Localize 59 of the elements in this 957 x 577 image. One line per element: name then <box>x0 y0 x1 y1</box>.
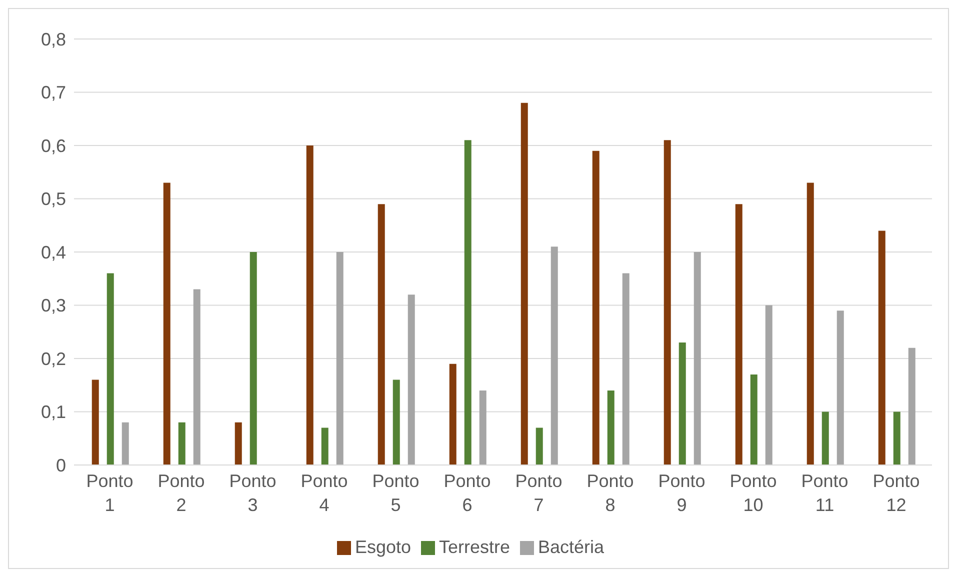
x-tick-label: Ponto 12 <box>872 471 920 515</box>
x-tick-label: Ponto 2 <box>158 471 205 515</box>
bar <box>836 310 844 465</box>
bar <box>408 294 415 465</box>
y-tick-label: 0,5 <box>40 189 66 210</box>
x-tick-label: Ponto 8 <box>586 471 634 515</box>
bar <box>592 150 600 465</box>
x-tick-label: Ponto 6 <box>444 471 491 515</box>
bar <box>765 305 772 465</box>
bar <box>694 252 701 465</box>
y-tick-label: 0,7 <box>40 82 66 103</box>
bar <box>449 364 456 465</box>
y-tick-label: 0,6 <box>40 136 66 156</box>
y-tick-label: 0,2 <box>40 348 66 369</box>
bar <box>92 380 99 465</box>
y-tick-label: 0,3 <box>40 296 66 316</box>
bar <box>122 422 129 465</box>
legend-label: Bactéria <box>538 537 604 557</box>
x-tick-label: Ponto 3 <box>229 471 276 515</box>
bar <box>178 422 186 465</box>
bar <box>735 204 742 465</box>
bar <box>520 102 528 465</box>
bar <box>306 146 314 465</box>
y-tick-label: 0,1 <box>40 402 66 422</box>
y-tick-label: 0,4 <box>40 242 66 262</box>
bar <box>378 204 385 465</box>
bar <box>622 273 630 465</box>
y-tick-label: 0 <box>56 455 66 476</box>
x-tick-label: Ponto 11 <box>801 471 848 515</box>
bar <box>806 182 814 465</box>
bar <box>163 182 170 465</box>
bar <box>664 140 671 465</box>
y-tick-label: 0,8 <box>40 29 66 50</box>
bar <box>479 390 486 465</box>
x-tick-label: Ponto 4 <box>300 471 348 515</box>
bar <box>234 422 242 465</box>
bar <box>193 289 200 465</box>
x-tick-label: Ponto 5 <box>372 471 420 515</box>
bar <box>536 428 543 465</box>
bar <box>822 412 829 465</box>
bar <box>250 252 257 465</box>
bar <box>464 140 472 465</box>
x-tick-label: Ponto 1 <box>86 471 134 515</box>
bar <box>607 390 614 465</box>
bar <box>908 348 916 465</box>
bar <box>392 380 400 465</box>
bar <box>336 252 344 465</box>
legend-label: Esgoto <box>354 537 411 557</box>
x-tick-label: Ponto 7 <box>515 471 562 515</box>
bar <box>550 246 558 465</box>
x-tick-label: Ponto 9 <box>658 471 706 515</box>
bar <box>321 428 328 465</box>
bar <box>878 230 886 465</box>
legend-label: Terrestre <box>438 537 510 557</box>
bar <box>106 273 114 465</box>
bar <box>893 412 900 465</box>
bar <box>750 374 758 465</box>
bar <box>678 342 686 465</box>
x-tick-label: Ponto 10 <box>730 471 777 515</box>
